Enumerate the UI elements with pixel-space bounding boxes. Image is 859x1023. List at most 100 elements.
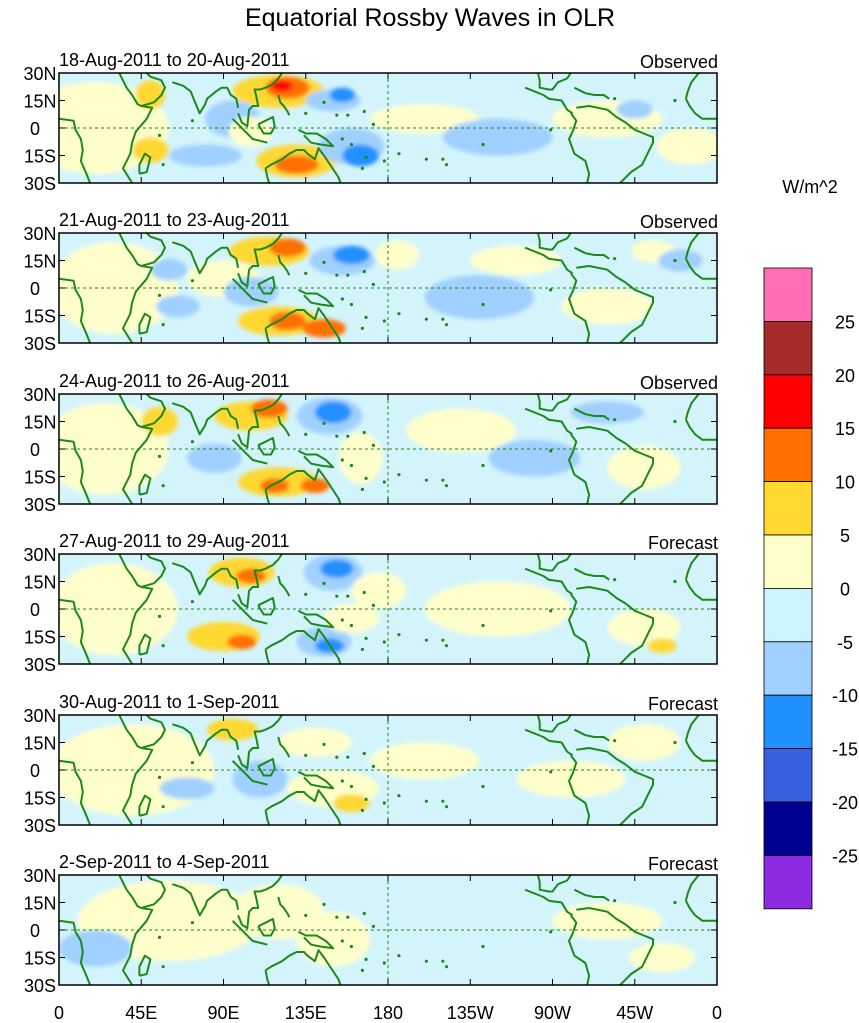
coastline — [59, 438, 92, 504]
lon-label: 0 — [54, 1003, 64, 1023]
coastline — [297, 449, 335, 469]
anomaly-contour — [375, 240, 420, 270]
coastlines — [59, 394, 717, 504]
coastline — [231, 278, 268, 304]
anomaly-contour — [333, 245, 370, 265]
coastline — [231, 599, 268, 625]
coastline — [138, 152, 152, 175]
coastline — [171, 241, 240, 275]
island — [481, 302, 485, 307]
island — [613, 739, 617, 743]
island — [335, 434, 339, 438]
panel-date: 24-Aug-2011 to 26-Aug-2011 — [59, 371, 290, 391]
anomaly-contour — [369, 742, 480, 780]
coastline — [118, 554, 154, 664]
anomaly-contour — [260, 478, 290, 493]
coastline — [264, 970, 271, 985]
panel-date: 2-Sep-2011 to 4-Sep-2011 — [59, 852, 269, 872]
island — [444, 163, 449, 167]
longitude-axis: 0 45E 90E 135E 180 135W 90W 45W 0 — [54, 1003, 722, 1023]
colorbar-label: 25 — [835, 312, 855, 332]
map-panel: 30N 15N 0 15S 30S 2-Sep-2011 to 4-Sep-2011 For… — [23, 852, 718, 996]
anomaly-contour — [186, 443, 242, 473]
island — [382, 801, 386, 805]
coastline — [171, 883, 240, 917]
island — [441, 799, 445, 803]
island — [190, 921, 195, 925]
olr-anomaly-field — [59, 74, 717, 178]
coastline — [171, 402, 240, 436]
island — [346, 434, 350, 438]
coastline — [171, 562, 240, 596]
coastlines — [59, 233, 717, 343]
coastline — [524, 407, 574, 436]
lon-label: 180 — [373, 1003, 403, 1023]
lat-label: 15S — [24, 468, 56, 488]
island — [360, 968, 365, 972]
island — [349, 142, 354, 147]
island — [371, 764, 375, 768]
island — [444, 805, 449, 809]
coastlines — [59, 73, 717, 183]
island — [349, 944, 354, 949]
anomaly-contour — [351, 572, 407, 610]
panel-date: 30-Aug-2011 to 1-Sep-2011 — [59, 692, 280, 712]
island — [481, 142, 485, 147]
coastline — [264, 949, 342, 985]
lat-label: 15S — [24, 628, 56, 648]
island — [362, 590, 366, 595]
island — [382, 319, 386, 323]
coastline — [231, 439, 268, 465]
island — [322, 260, 326, 264]
island — [613, 257, 617, 261]
island — [157, 133, 162, 137]
colorbar-label: -10 — [832, 686, 858, 706]
coastline — [685, 900, 717, 922]
coastline — [237, 554, 283, 609]
island — [613, 578, 617, 582]
anomaly-contour — [300, 478, 330, 493]
lon-label: 45W — [616, 1003, 653, 1023]
anomaly-contour — [159, 777, 215, 800]
island — [304, 592, 308, 596]
anomaly-contour — [406, 408, 516, 453]
colorbar: 25 20 15 10 5 0 -5 -10 -15 -20 -25 — [763, 267, 858, 910]
colorbar-swatch — [763, 855, 813, 910]
map-panel: 30N 15N 0 15S 30S 30-Aug-2011 to 1-Sep-2011 Fo… — [23, 692, 718, 836]
island — [364, 957, 368, 961]
island — [549, 770, 553, 774]
anomaly-contour — [269, 238, 306, 257]
coastline — [138, 633, 152, 656]
island — [161, 965, 165, 969]
island — [362, 109, 366, 114]
lat-label: 0 — [30, 119, 40, 139]
island — [364, 155, 368, 159]
island — [673, 98, 677, 103]
coastline — [264, 789, 342, 825]
anomaly-contour — [324, 603, 379, 633]
colorbar-label: 5 — [840, 526, 850, 546]
coastline — [118, 875, 154, 985]
coastline — [297, 930, 335, 950]
colorbar-swatch — [763, 320, 813, 376]
anomaly-contour — [271, 80, 293, 92]
island — [349, 463, 354, 468]
island — [340, 137, 344, 141]
island — [362, 430, 366, 435]
coastline — [685, 258, 717, 280]
anomaly-contour — [342, 144, 379, 167]
panel-status: Forecast — [648, 854, 718, 874]
coastline — [141, 394, 166, 428]
coastline — [59, 117, 92, 183]
coastline — [237, 715, 283, 770]
coastline — [524, 86, 574, 115]
island — [549, 449, 553, 453]
island — [340, 458, 344, 462]
island — [424, 799, 428, 803]
island — [673, 258, 677, 263]
island — [304, 111, 308, 115]
coastline — [264, 328, 271, 343]
anomaly-contour — [236, 568, 266, 584]
anomaly-contour — [607, 445, 681, 490]
olr-anomaly-field — [59, 554, 681, 657]
